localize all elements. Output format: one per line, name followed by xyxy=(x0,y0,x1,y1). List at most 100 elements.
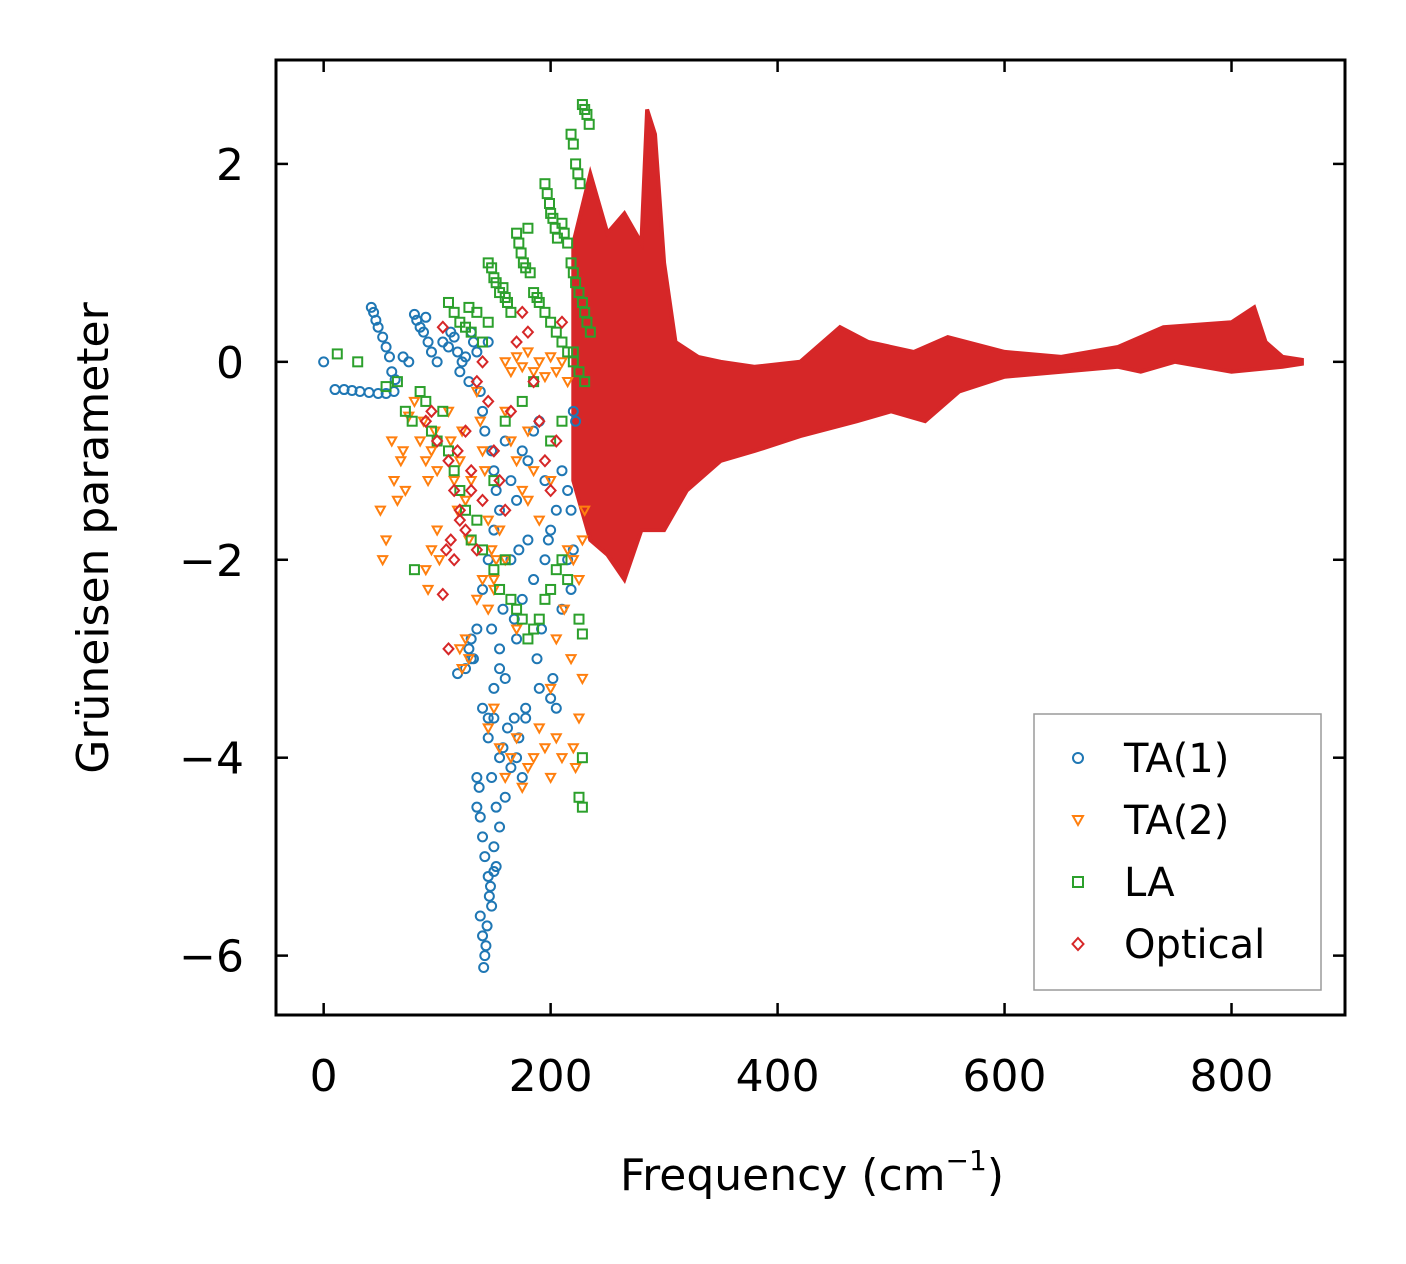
data-point xyxy=(464,463,478,478)
data-point xyxy=(442,341,454,353)
data-point xyxy=(499,554,511,566)
data-point xyxy=(561,545,574,557)
data-point xyxy=(430,434,444,448)
data-point xyxy=(419,565,432,577)
data-point xyxy=(489,555,503,567)
data-point xyxy=(474,416,487,428)
data-point xyxy=(406,415,418,427)
legend-marker xyxy=(1072,876,1084,888)
data-point xyxy=(420,311,432,323)
data-point xyxy=(562,237,574,249)
data-point xyxy=(532,414,546,429)
data-point xyxy=(521,347,535,359)
legend-item: LA xyxy=(1072,860,1175,906)
data-point xyxy=(476,446,489,458)
data-point xyxy=(444,436,457,448)
data-point xyxy=(510,456,523,468)
data-point xyxy=(477,831,489,843)
data-point xyxy=(505,593,517,605)
data-point xyxy=(477,544,489,556)
series-la xyxy=(331,99,596,813)
data-point xyxy=(477,405,489,417)
data-point xyxy=(516,593,528,605)
data-point xyxy=(486,771,498,783)
data-point xyxy=(380,381,392,393)
data-point xyxy=(494,583,506,595)
data-point xyxy=(533,682,545,694)
data-point xyxy=(479,851,491,863)
data-point xyxy=(576,673,589,686)
data-point xyxy=(544,352,557,364)
data-point xyxy=(421,584,435,597)
data-point xyxy=(502,722,514,734)
data-point xyxy=(533,723,546,735)
data-point xyxy=(544,772,557,785)
data-point xyxy=(569,762,582,775)
data-point xyxy=(470,594,484,606)
data-point xyxy=(372,388,384,400)
axis-ticks: 0 200 400 600 800 2 0 −2 −4 −6 xyxy=(179,60,1345,1102)
data-point xyxy=(425,404,438,419)
data-point xyxy=(564,654,578,666)
data-point xyxy=(479,425,491,437)
data-point xyxy=(498,503,512,518)
data-point xyxy=(522,633,534,645)
data-point xyxy=(419,456,432,468)
data-point xyxy=(477,930,489,942)
data-point xyxy=(448,465,460,477)
data-point xyxy=(572,713,586,725)
data-point xyxy=(499,357,512,369)
data-point xyxy=(510,733,523,745)
data-point xyxy=(539,306,551,318)
data-point xyxy=(527,466,540,478)
data-point xyxy=(442,641,455,656)
data-point xyxy=(520,712,532,724)
data-point xyxy=(533,296,545,308)
data-point xyxy=(508,712,520,724)
data-point xyxy=(522,534,534,546)
data-point xyxy=(463,376,475,388)
data-point xyxy=(550,733,563,745)
data-point xyxy=(510,352,523,364)
data-point xyxy=(482,336,494,348)
data-point xyxy=(379,535,393,547)
data-point xyxy=(476,493,489,508)
x-axis-title-main: Frequency (cm xyxy=(620,1150,946,1201)
data-point xyxy=(494,643,506,655)
data-point xyxy=(387,475,401,488)
data-point xyxy=(476,354,489,369)
data-point xyxy=(562,484,574,496)
data-point xyxy=(470,542,484,557)
data-point xyxy=(573,366,585,378)
data-point xyxy=(459,495,472,507)
data-point xyxy=(479,950,491,962)
data-point xyxy=(436,320,450,335)
data-point xyxy=(430,466,444,478)
data-point xyxy=(444,533,458,547)
data-point xyxy=(504,367,518,379)
data-point xyxy=(524,267,536,279)
data-point xyxy=(576,752,588,764)
data-point xyxy=(391,495,404,507)
data-point xyxy=(372,321,384,333)
data-point xyxy=(494,821,506,833)
data-point xyxy=(499,772,512,785)
data-point xyxy=(403,356,415,368)
data-point xyxy=(510,335,523,349)
data-point xyxy=(421,475,435,488)
data-point xyxy=(485,545,498,557)
data-point xyxy=(499,673,511,685)
data-point xyxy=(453,513,467,528)
data-point xyxy=(522,222,534,234)
data-point xyxy=(573,613,585,625)
data-point xyxy=(544,683,557,695)
data-point xyxy=(550,702,562,714)
data-point xyxy=(558,604,571,616)
data-point xyxy=(425,425,437,437)
data-point xyxy=(545,583,557,595)
data-point xyxy=(414,386,426,398)
data-point xyxy=(442,296,454,308)
data-point xyxy=(487,444,501,458)
data-point xyxy=(567,346,579,358)
